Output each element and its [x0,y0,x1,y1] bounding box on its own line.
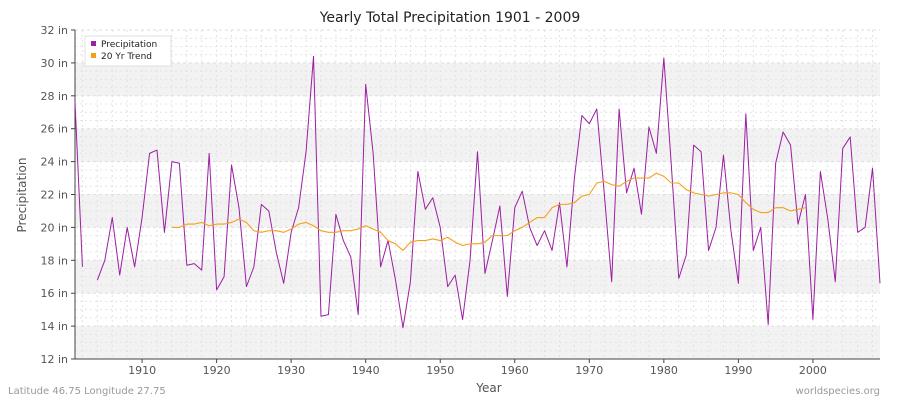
y-tick-label: 26 in [40,123,68,136]
plot-series [74,55,881,329]
legend: Precipitation 20 Yr Trend [84,35,172,67]
legend-box [84,35,172,67]
footer-source: worldspecies.org [796,386,880,397]
y-tick-label: 16 in [40,287,68,300]
legend-label-precipitation: Precipitation [101,40,157,50]
x-tick-label: 1990 [724,364,752,377]
x-tick-label: 1970 [575,364,603,377]
footer-coordinates: Latitude 46.75 Longitude 27.75 [8,386,166,397]
x-tick-label: 1980 [650,364,678,377]
y-tick-label: 22 in [40,189,68,202]
y-tick-label: 28 in [40,90,68,103]
y-tick-labels: 12 in 14 in 16 in 18 in 20 in 22 in 24 in 26 in… [40,24,68,366]
y-tick-label: 24 in [40,156,68,169]
y-tick-label: 32 in [40,24,68,37]
legend-swatch-trend [91,53,96,58]
y-axis-label: Precipitation [15,157,29,232]
y-tick-label: 12 in [40,353,68,366]
x-axis-label: Year [475,381,501,395]
series-line-trend [171,172,806,251]
x-tick-label: 1940 [352,364,380,377]
x-tick-label: 1920 [203,364,231,377]
x-tick-label: 1910 [128,364,156,377]
plot-axes [71,29,880,363]
legend-swatch-precipitation [91,41,96,46]
series-line-precipitation [74,102,83,267]
y-tick-label: 30 in [40,57,68,70]
x-tick-label: 2000 [799,364,827,377]
x-tick-labels: 1910 1920 1930 1940 1950 1960 1970 1980 1990 2000 [128,364,827,377]
x-tick-label: 1950 [426,364,454,377]
series-line-precipitation [96,55,881,329]
y-tick-label: 18 in [40,254,68,267]
x-tick-label: 1960 [501,364,529,377]
x-tick-label: 1930 [277,364,305,377]
legend-label-trend: 20 Yr Trend [101,52,152,62]
y-tick-label: 14 in [40,320,68,333]
chart-title: Yearly Total Precipitation 1901 - 2009 [319,10,581,26]
y-tick-label: 20 in [40,221,68,234]
